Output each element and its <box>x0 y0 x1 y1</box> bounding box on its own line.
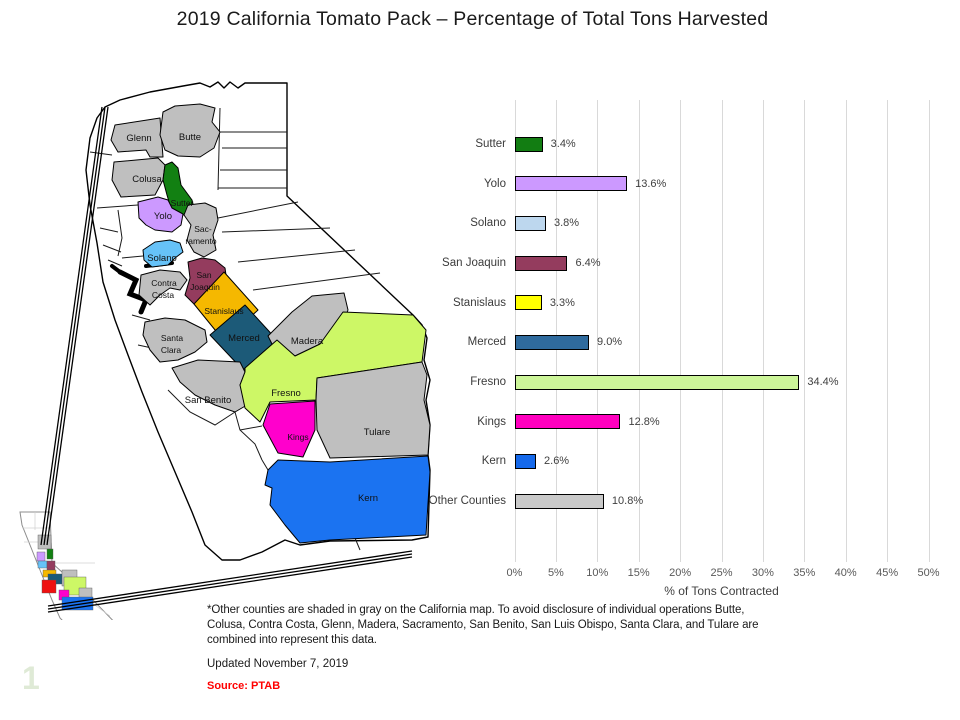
county-label-fresno: Fresno <box>271 388 301 399</box>
bar-yolo <box>514 176 628 192</box>
bar-sutter <box>514 136 543 152</box>
callout-lines <box>40 106 413 613</box>
county-label-merced: Merced <box>228 333 260 344</box>
chart-gridline <box>845 100 847 562</box>
county-yolo <box>137 196 184 233</box>
county-label-butte: Butte <box>179 132 201 143</box>
x-tick-label: 25% <box>710 567 733 579</box>
county-label-contra-costa-2: Costa <box>152 290 174 300</box>
county-tulare <box>315 361 431 459</box>
updated-date: Updated November 7, 2019 <box>207 658 349 670</box>
x-tick-label: 45% <box>876 567 899 579</box>
county-label-contra-costa-1: Contra <box>151 278 177 288</box>
chart-gridline <box>804 100 806 562</box>
bar-other-counties <box>514 493 604 509</box>
footnote-line: *Other counties are shaded in gray on th… <box>207 604 745 616</box>
county-butte <box>159 103 221 158</box>
bar-fresno <box>514 374 800 390</box>
bar-value-label-san-joaquin: 6.4% <box>575 257 601 269</box>
chart-gridline <box>555 100 557 562</box>
chart-gridline <box>762 100 764 562</box>
inset-patch <box>41 579 57 594</box>
inset-patch <box>37 560 48 569</box>
county-label-santa-clara-1: Santa <box>161 333 183 343</box>
county-label-colusa: Colusa <box>132 174 162 185</box>
county-label-stanislaus: Stanislaus <box>204 306 243 316</box>
footnote-line: Colusa, Contra Costa, Glenn, Madera, Sac… <box>207 619 759 631</box>
county-sacramento <box>183 202 219 258</box>
chart-gridline <box>887 100 889 562</box>
county-label-sacramento-2: ramento <box>185 236 216 246</box>
bar-san-joaquin <box>514 255 568 271</box>
county-label-glenn: Glenn <box>126 133 151 144</box>
x-tick-label: 35% <box>793 567 816 579</box>
page-number: 1 <box>22 660 40 696</box>
county-glenn <box>110 117 164 158</box>
bar-kings <box>514 414 621 430</box>
x-tick-label: 30% <box>751 567 774 579</box>
county-label-san-joaquin-2: Joaquin <box>190 282 220 292</box>
inset-patch <box>46 548 54 560</box>
bar-kern <box>514 453 537 469</box>
california-map: Glenn Butte Colusa Sutter Yolo Sac- rame… <box>19 81 431 620</box>
bar-value-label-sutter: 3.4% <box>550 138 576 150</box>
chart-gridline <box>928 100 930 562</box>
footnote-line: combined into represent this data. <box>207 634 377 646</box>
bar-value-label-solano: 3.8% <box>553 217 580 230</box>
bar-value-label-yolo: 13.6% <box>635 177 667 190</box>
inset-patch <box>46 560 56 571</box>
bar-merced <box>514 334 590 350</box>
county-colusa <box>111 157 166 198</box>
x-tick-label: 20% <box>669 567 692 579</box>
county-label-sacramento-1: Sac- <box>194 224 212 234</box>
county-contra-costa <box>138 269 188 306</box>
bar-value-label-other-counties: 10.8% <box>611 495 644 508</box>
bar-stanislaus <box>514 295 542 311</box>
footnote-block: *Other counties are shaded in gray on th… <box>207 603 767 692</box>
bar-value-label-fresno: 34.4% <box>807 376 839 389</box>
county-label-san-joaquin-1: San <box>196 270 211 280</box>
chart-gridline <box>638 100 640 562</box>
x-tick-label: 15% <box>627 567 650 579</box>
county-label-yolo: Yolo <box>154 211 172 222</box>
source-label: Source: PTAB <box>207 680 281 692</box>
x-axis-title: % of Tons Contracted <box>664 584 779 598</box>
x-tick-label: 5% <box>547 567 564 579</box>
x-tick-label: 10% <box>586 567 609 579</box>
county-santa-clara <box>142 317 208 363</box>
county-kings <box>262 400 316 458</box>
county-solano <box>142 239 184 268</box>
chart-gridline <box>721 100 723 562</box>
county-kern <box>264 455 431 544</box>
county-label-kings: Kings <box>287 432 308 442</box>
bar-value-label-merced: 9.0% <box>597 336 623 349</box>
county-label-sutter: Sutter <box>171 198 194 208</box>
x-tick-label: 0% <box>506 567 523 579</box>
map-inner-borders <box>89 107 381 551</box>
slide-title: 2019 California Tomato Pack – Percentage… <box>176 8 769 30</box>
chart-gridline <box>597 100 599 562</box>
chart-gridline <box>680 100 682 562</box>
california-inset-map <box>19 511 114 620</box>
county-label-san-benito: San Benito <box>185 395 231 406</box>
bar-value-label-kings: 12.8% <box>628 415 660 428</box>
x-tick-label: 50% <box>917 567 940 579</box>
county-label-santa-clara-2: Clara <box>161 345 182 355</box>
county-label-solano: Solano <box>147 253 177 264</box>
chart-gridline <box>514 100 516 562</box>
bar-value-label-stanislaus: 3.3% <box>549 296 575 309</box>
bar-value-label-kern: 2.6% <box>544 455 570 468</box>
county-label-madera: Madera <box>291 336 324 347</box>
x-tick-label: 40% <box>834 567 857 579</box>
bar-solano <box>514 215 546 231</box>
county-label-tulare: Tulare <box>364 427 391 438</box>
inset-patch <box>36 551 46 562</box>
county-label-kern: Kern <box>358 493 378 504</box>
